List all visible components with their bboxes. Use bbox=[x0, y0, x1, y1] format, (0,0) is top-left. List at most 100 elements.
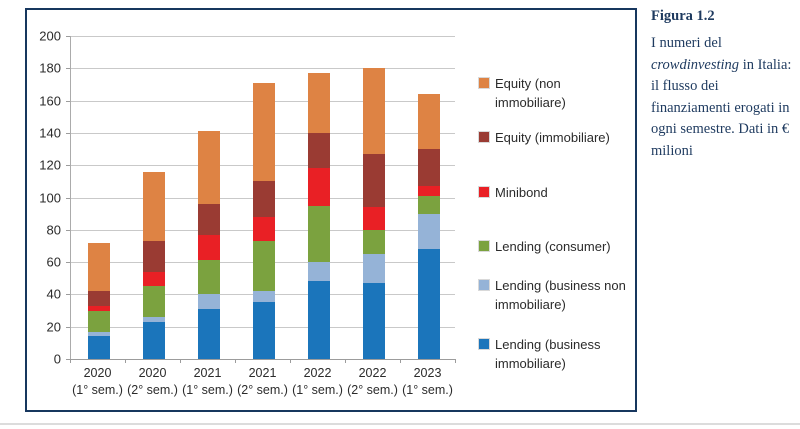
x-tick-mark bbox=[455, 359, 456, 363]
bar-segment bbox=[307, 168, 330, 206]
bar-segment bbox=[252, 181, 275, 217]
x-label-semester: (1° sem.) bbox=[182, 383, 233, 397]
x-tick-mark bbox=[345, 359, 346, 363]
bar-segment bbox=[252, 291, 275, 303]
bar-segment bbox=[362, 207, 385, 230]
bar-segment bbox=[252, 302, 275, 359]
bar-segment bbox=[87, 331, 110, 337]
legend-label: Equity (immobiliare) bbox=[495, 130, 610, 145]
legend-swatch-icon bbox=[478, 77, 490, 89]
legend-label: Lending (business non immobiliare) bbox=[495, 278, 626, 312]
x-label-semester: (1° sem.) bbox=[72, 383, 123, 397]
x-tick-mark bbox=[400, 359, 401, 363]
bar-segment bbox=[417, 149, 440, 187]
x-tick-mark bbox=[235, 359, 236, 363]
x-tick-mark bbox=[290, 359, 291, 363]
y-tick-mark bbox=[66, 36, 70, 37]
y-tick-label-80: 80 bbox=[46, 222, 61, 238]
bar-segment bbox=[362, 229, 385, 255]
x-label-year: 2022 bbox=[303, 366, 332, 380]
x-category-label: 2023 (1° sem.) bbox=[400, 365, 455, 399]
x-label-year: 2021 bbox=[248, 366, 277, 380]
plot-area: 0 20 40 60 80 100 120 140 160 180 200 bbox=[39, 29, 455, 367]
x-category-label: 2021 (2° sem.) bbox=[235, 365, 290, 399]
y-tick-label-20: 20 bbox=[46, 319, 61, 335]
x-category-label: 2020 (1° sem.) bbox=[70, 365, 125, 399]
y-tick-mark bbox=[66, 165, 70, 167]
y-tick-mark bbox=[66, 132, 70, 134]
figure-caption: I numeri del crowdinvesting in Italia: i… bbox=[651, 33, 796, 162]
y-tick-mark bbox=[66, 262, 70, 264]
bar-segment bbox=[87, 291, 110, 306]
y-tick-label-0: 0 bbox=[53, 351, 61, 367]
bar-segment bbox=[307, 73, 330, 133]
x-axis-baseline bbox=[70, 359, 455, 360]
bar-segment bbox=[197, 308, 220, 359]
figure-label: Figura 1.2 bbox=[651, 8, 715, 24]
x-category-label: 2020 (2° sem.) bbox=[125, 365, 180, 399]
legend-entry: Equity (immobiliare) bbox=[478, 128, 631, 147]
bar-segment bbox=[252, 216, 275, 242]
legend-label: Lending (consumer) bbox=[495, 239, 611, 254]
legend-label: Minibond bbox=[495, 185, 548, 200]
bar-segment bbox=[87, 310, 110, 332]
y-tick-mark bbox=[66, 197, 70, 199]
legend-swatch-icon bbox=[478, 338, 490, 350]
x-label-year: 2020 bbox=[138, 366, 167, 380]
caption-italic-word: crowdinvesting bbox=[651, 56, 740, 73]
bar-segment bbox=[362, 283, 385, 359]
legend-swatch-icon bbox=[478, 279, 490, 291]
chart-panel: 0 20 40 60 80 100 120 140 160 180 200 2020 (1° sem.… bbox=[25, 8, 637, 412]
bar-segment bbox=[307, 281, 330, 359]
bar-segment bbox=[362, 254, 385, 284]
x-category-label: 2022 (2° sem.) bbox=[345, 365, 400, 399]
bar-segment bbox=[417, 195, 440, 214]
y-tick-label-200: 200 bbox=[39, 28, 61, 44]
bar-segment bbox=[142, 271, 165, 287]
x-category-label: 2022 (1° sem.) bbox=[290, 365, 345, 399]
bar-segment bbox=[307, 205, 330, 263]
legend-label: Equity (non immobiliare) bbox=[495, 76, 566, 110]
caption-suffix: in Italia: il flusso dei finanziamenti e… bbox=[651, 56, 792, 159]
bar-segment bbox=[252, 241, 275, 292]
bar-segment bbox=[87, 242, 110, 292]
x-category-label: 2021 (1° sem.) bbox=[180, 365, 235, 399]
x-label-year: 2022 bbox=[358, 366, 387, 380]
legend-entry: Lending (business non immobiliare) bbox=[478, 276, 631, 314]
legend-swatch-icon bbox=[478, 131, 490, 143]
gridline-180 bbox=[70, 68, 455, 70]
y-tick-label-160: 160 bbox=[39, 93, 61, 109]
x-tick-mark bbox=[70, 359, 71, 363]
y-tick-mark bbox=[66, 68, 70, 70]
bar-segment bbox=[417, 213, 440, 250]
legend-entry: Equity (non immobiliare) bbox=[478, 74, 631, 112]
page-bottom-divider bbox=[0, 423, 800, 425]
bar-segment bbox=[197, 203, 220, 235]
bar-segment bbox=[307, 262, 330, 282]
bar-segment bbox=[362, 153, 385, 208]
x-label-semester: (2° sem.) bbox=[347, 383, 398, 397]
bar-segment bbox=[142, 171, 165, 242]
y-tick-label-120: 120 bbox=[39, 157, 61, 173]
bar-segment bbox=[142, 317, 165, 322]
y-tick-mark bbox=[66, 294, 70, 296]
bar-segment bbox=[307, 132, 330, 169]
x-label-semester: (1° sem.) bbox=[402, 383, 453, 397]
x-label-semester: (2° sem.) bbox=[237, 383, 288, 397]
x-tick-mark bbox=[125, 359, 126, 363]
bar-segment bbox=[142, 321, 165, 359]
legend-entry: Lending (business immobiliare) bbox=[478, 335, 631, 373]
legend-label: Lending (business immobiliare) bbox=[495, 337, 601, 371]
x-label-semester: (2° sem.) bbox=[127, 383, 178, 397]
y-axis-line bbox=[70, 36, 71, 363]
bar-segment bbox=[142, 241, 165, 272]
y-tick-label-140: 140 bbox=[39, 125, 61, 141]
y-tick-label-180: 180 bbox=[39, 60, 61, 76]
bar-segment bbox=[362, 68, 385, 154]
bar-segment bbox=[197, 234, 220, 261]
chart-legend: Equity (non immobiliare) Equity (immobili… bbox=[478, 74, 631, 373]
x-label-year: 2020 bbox=[83, 366, 112, 380]
x-tick-mark bbox=[180, 359, 181, 363]
legend-entry: Lending (consumer) bbox=[478, 237, 631, 256]
y-tick-label-40: 40 bbox=[46, 286, 61, 302]
